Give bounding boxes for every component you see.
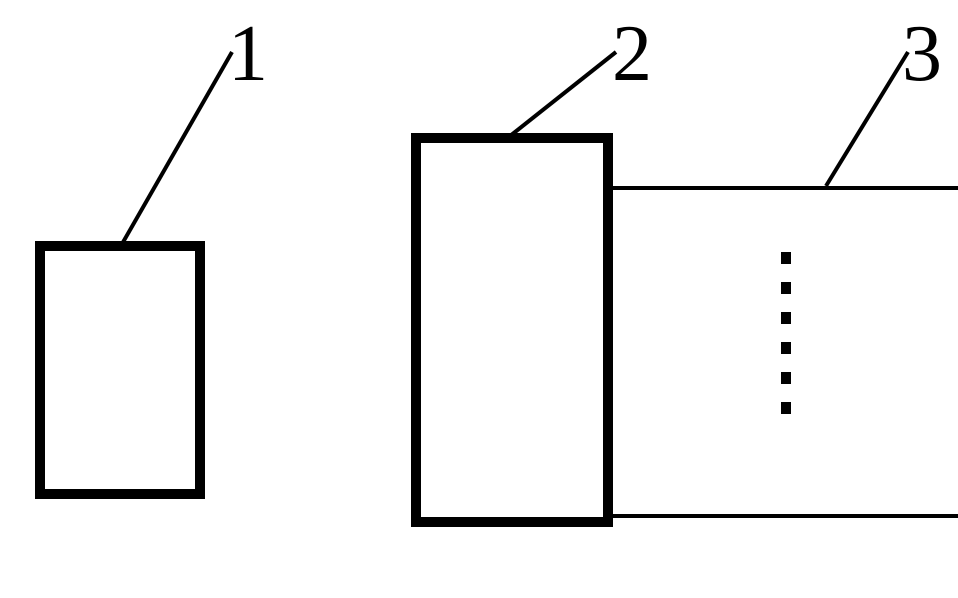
box-1 [40, 246, 200, 494]
ellipsis-dot [781, 282, 791, 294]
label-2: 2 [612, 10, 652, 98]
leader-line-1 [122, 52, 232, 244]
box-2 [416, 138, 608, 522]
ellipsis-dot [781, 372, 791, 384]
ellipsis-dot [781, 312, 791, 324]
label-3: 3 [902, 10, 942, 98]
ellipsis-dots [781, 252, 791, 414]
ellipsis-dot [781, 252, 791, 264]
leader-line-2 [510, 52, 616, 136]
label-1: 1 [228, 10, 268, 98]
ellipsis-dot [781, 342, 791, 354]
ellipsis-dot [781, 402, 791, 414]
leader-line-3 [826, 52, 908, 186]
diagram-canvas: 1 2 3 [0, 0, 958, 598]
